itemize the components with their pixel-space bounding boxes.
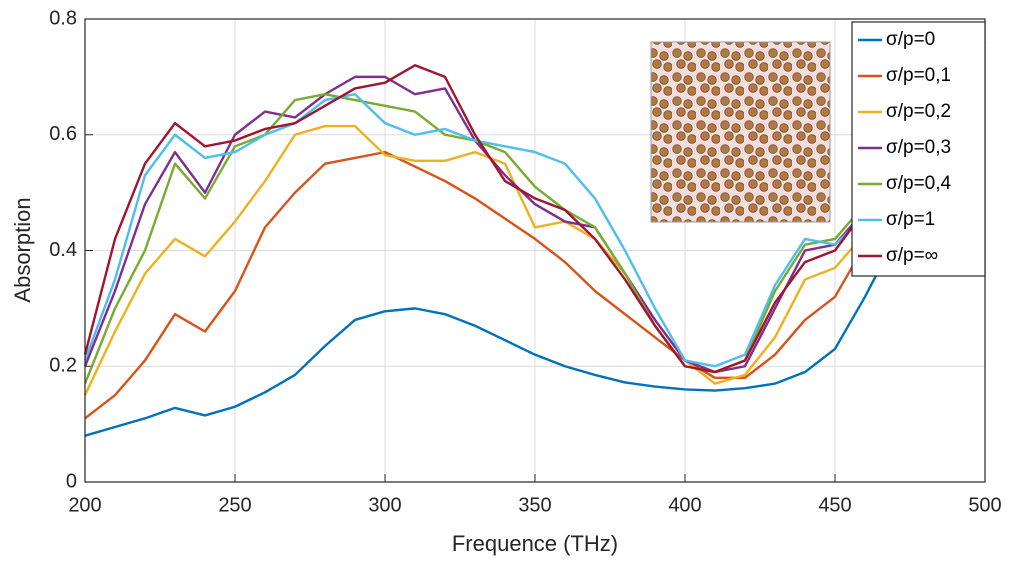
legend-label: σ/p=1 [886, 209, 935, 230]
legend: σ/p=0 σ/p=0,1 σ/p=0,2 σ/p=0,3 σ/p=0,4 σ/p=1 σ/… [851, 21, 986, 277]
series-line [83, 41, 986, 385]
y-axis-label: Absorption [10, 197, 35, 302]
plot-lines [83, 35, 986, 437]
series-line [83, 41, 986, 374]
x-axis-label: Frequence (THz) [452, 531, 618, 556]
y-tick-label: 0.6 [49, 123, 77, 145]
x-tick-label: 350 [518, 494, 551, 516]
legend-label: σ/p=0,2 [886, 101, 951, 122]
y-tick-label: 0.4 [49, 239, 77, 261]
inset-image [650, 41, 831, 223]
y-tick-label: 0.8 [49, 7, 77, 29]
x-tick-label: 250 [218, 494, 251, 516]
series-line [84, 41, 986, 420]
legend-label: σ/p=∞ [886, 245, 938, 266]
x-tick-label: 500 [968, 494, 1001, 516]
legend-label: σ/p=0,1 [886, 65, 951, 86]
y-tick-label: 0 [66, 470, 77, 492]
x-tick-label: 200 [68, 494, 101, 516]
legend-label: σ/p=0 [886, 29, 935, 50]
legend-label: σ/p=0,3 [886, 137, 951, 158]
legend-label: σ/p=0,4 [886, 173, 952, 194]
y-tick-label: 0.2 [49, 355, 77, 377]
series-line [83, 52, 986, 368]
series-line [83, 35, 986, 396]
x-tick-label: 400 [668, 494, 701, 516]
series-line [84, 116, 986, 437]
x-tick-label: 450 [818, 494, 851, 516]
x-tick-label: 300 [368, 494, 401, 516]
